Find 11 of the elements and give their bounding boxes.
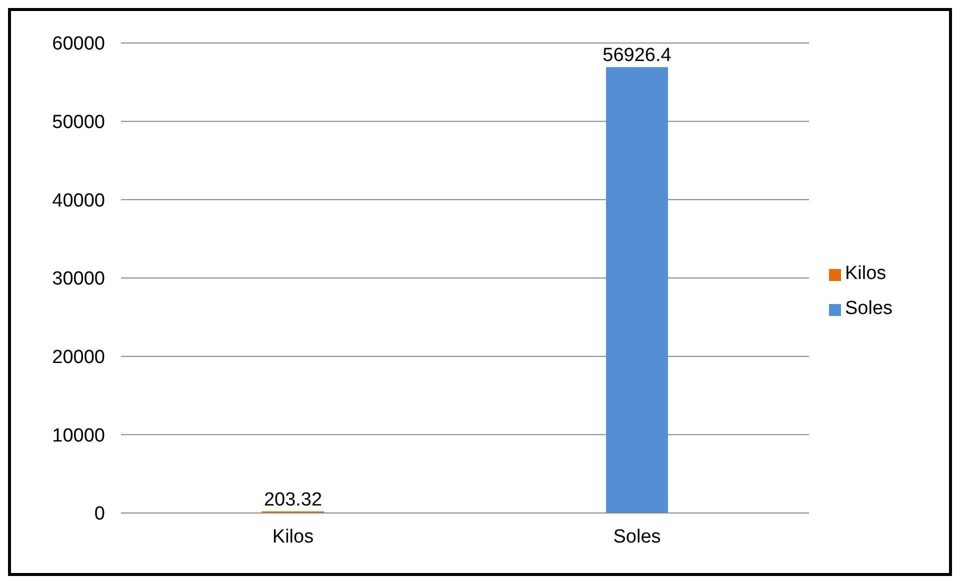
- y-tick-label: 20000: [52, 347, 105, 368]
- y-tick-label: 30000: [52, 268, 105, 290]
- legend-label: Kilos: [845, 263, 886, 284]
- y-tick-label: 40000: [52, 190, 105, 212]
- y-tick-label: 0: [94, 504, 105, 525]
- y-tick-label: 60000: [52, 34, 105, 55]
- y-tick-label: 50000: [52, 112, 105, 134]
- data-label: 56926.4: [602, 45, 672, 66]
- legend-label: Soles: [845, 298, 893, 319]
- y-tick-label: 10000: [52, 425, 105, 446]
- data-label: 203.32: [264, 489, 322, 510]
